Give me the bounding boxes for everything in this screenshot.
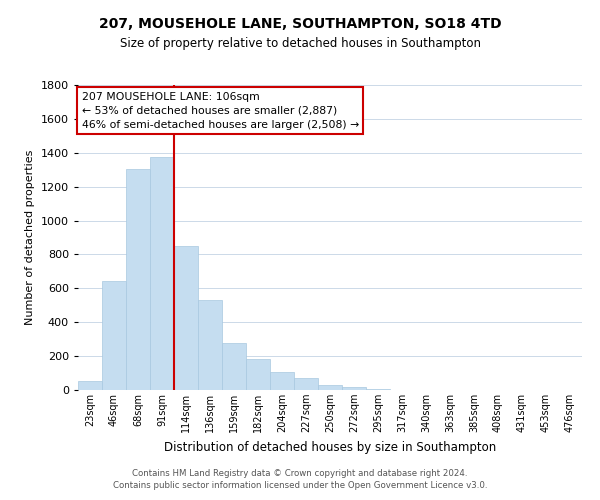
Text: 207, MOUSEHOLE LANE, SOUTHAMPTON, SO18 4TD: 207, MOUSEHOLE LANE, SOUTHAMPTON, SO18 4… — [98, 18, 502, 32]
Bar — [246, 358, 270, 390]
Bar — [150, 157, 174, 390]
Text: Contains HM Land Registry data © Crown copyright and database right 2024.: Contains HM Land Registry data © Crown c… — [132, 468, 468, 477]
Bar — [174, 246, 198, 390]
Bar — [126, 169, 150, 390]
Bar — [198, 300, 222, 390]
Bar — [366, 388, 390, 390]
Y-axis label: Number of detached properties: Number of detached properties — [25, 150, 35, 325]
Text: Size of property relative to detached houses in Southampton: Size of property relative to detached ho… — [119, 38, 481, 51]
Bar — [342, 386, 366, 390]
Bar — [270, 372, 294, 390]
X-axis label: Distribution of detached houses by size in Southampton: Distribution of detached houses by size … — [164, 440, 496, 454]
Bar — [294, 378, 318, 390]
Bar — [318, 385, 342, 390]
Text: Contains public sector information licensed under the Open Government Licence v3: Contains public sector information licen… — [113, 481, 487, 490]
Bar — [78, 380, 102, 390]
Bar — [102, 280, 126, 390]
Text: 207 MOUSEHOLE LANE: 106sqm
← 53% of detached houses are smaller (2,887)
46% of s: 207 MOUSEHOLE LANE: 106sqm ← 53% of deta… — [82, 92, 359, 130]
Bar — [222, 342, 246, 390]
